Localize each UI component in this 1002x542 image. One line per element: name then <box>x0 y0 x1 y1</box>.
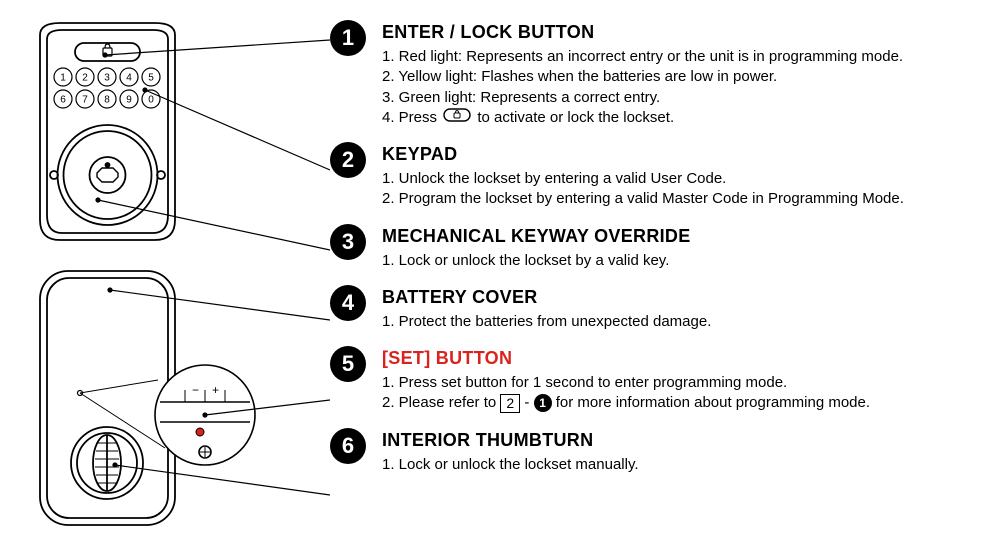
callout-title: MECHANICAL KEYWAY OVERRIDE <box>382 226 992 247</box>
svg-text:0: 0 <box>148 95 154 106</box>
callout-row: 2 KEYPAD 1. Unlock the lockset by entering… <box>330 142 992 210</box>
callout-title: ENTER / LOCK BUTTON <box>382 22 992 43</box>
exterior-keypad-diagram: 1 2 3 4 5 6 7 8 9 0 <box>20 15 195 250</box>
svg-text:2: 2 <box>82 73 88 84</box>
callout-badge: 3 <box>330 224 366 260</box>
callout-line: 1. Lock or unlock the lockset by a valid… <box>382 251 992 271</box>
reference-circle: 1 <box>534 394 552 412</box>
callout-line: 1. Lock or unlock the lockset manually. <box>382 455 992 475</box>
svg-text:6: 6 <box>60 95 66 106</box>
svg-text:9: 9 <box>126 95 132 106</box>
reference-box: 2 <box>500 394 520 413</box>
callout-line: 1. Press set button for 1 second to ente… <box>382 373 992 393</box>
illustration-panel: 1 2 3 4 5 6 7 8 9 0 <box>0 0 330 542</box>
callout-row: 1 ENTER / LOCK BUTTON 1. Red light: Repres… <box>330 20 992 128</box>
svg-text:7: 7 <box>82 95 88 106</box>
callout-line: 1. Protect the batteries from unexpected… <box>382 312 992 332</box>
callout-row: 3 MECHANICAL KEYWAY OVERRIDE 1. Lock or un… <box>330 224 992 271</box>
callout-line: 2. Please refer to 2 - 1 for more inform… <box>382 393 992 413</box>
callout-line: 2. Program the lockset by entering a val… <box>382 189 992 209</box>
callout-line: 4. Press to activate or lock the lockset… <box>382 108 992 128</box>
callout-badge: 1 <box>330 20 366 56</box>
callout-row: 6 INTERIOR THUMBTURN 1. Lock or unlock the… <box>330 428 992 475</box>
svg-text:5: 5 <box>148 73 154 84</box>
callout-badge: 2 <box>330 142 366 178</box>
callout-title: [SET] BUTTON <box>382 348 992 369</box>
svg-text:1: 1 <box>60 73 66 84</box>
callout-line: 3. Green light: Represents a correct ent… <box>382 88 992 108</box>
callout-row: 4 BATTERY COVER 1. Protect the batteries f… <box>330 285 992 332</box>
callout-line: 2. Yellow light: Flashes when the batter… <box>382 67 992 87</box>
callout-line: 1. Unlock the lockset by entering a vali… <box>382 169 992 189</box>
svg-text:8: 8 <box>104 95 110 106</box>
lock-pill-icon <box>443 108 471 128</box>
callout-title: KEYPAD <box>382 144 992 165</box>
callout-badge: 6 <box>330 428 366 464</box>
callout-list: 1 ENTER / LOCK BUTTON 1. Red light: Repres… <box>330 0 1002 542</box>
svg-text:4: 4 <box>126 73 132 84</box>
callout-row: 5 [SET] BUTTON 1. Press set button for 1 s… <box>330 346 992 414</box>
svg-text:−: − <box>192 383 199 397</box>
callout-title: INTERIOR THUMBTURN <box>382 430 992 451</box>
set-button-detail: − + <box>150 360 260 470</box>
callout-line: 1. Red light: Represents an incorrect en… <box>382 47 992 67</box>
callout-title: BATTERY COVER <box>382 287 992 308</box>
callout-badge: 4 <box>330 285 366 321</box>
callout-badge: 5 <box>330 346 366 382</box>
svg-text:3: 3 <box>104 73 110 84</box>
svg-text:+: + <box>212 383 219 397</box>
